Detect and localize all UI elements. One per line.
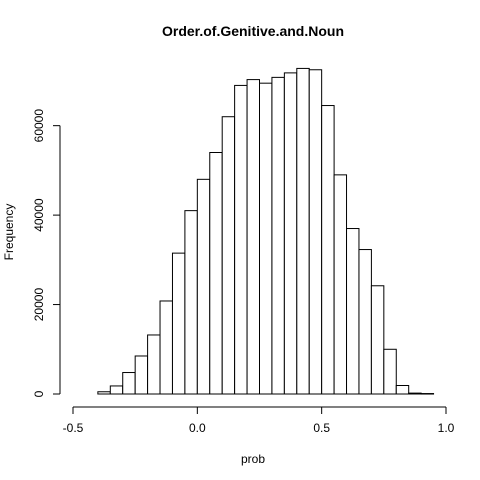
histogram-bar xyxy=(271,76,285,395)
histogram-bar xyxy=(308,69,323,395)
histogram-bar xyxy=(259,82,273,395)
y-tick-label: 60000 xyxy=(32,109,46,143)
histogram-bar xyxy=(358,249,372,395)
histogram-bars xyxy=(97,67,435,395)
x-tick-label: 0.5 xyxy=(313,421,330,435)
histogram-bar xyxy=(383,348,397,395)
x-axis-label: prob xyxy=(241,452,265,466)
histogram-bar xyxy=(109,385,124,395)
histogram-bar xyxy=(209,152,223,395)
y-axis-label: Frequency xyxy=(2,204,16,261)
y-tick-label: 20000 xyxy=(32,288,46,322)
histogram-bar xyxy=(196,178,211,395)
histogram-bar xyxy=(134,355,149,395)
histogram-bar xyxy=(221,116,236,395)
histogram-bar xyxy=(159,300,173,395)
x-axis: -0.5 0.0 0.5 1.0 xyxy=(63,406,455,435)
histogram-bar xyxy=(408,392,422,395)
histogram-bar xyxy=(370,285,385,395)
chart-title: Order.of.Genitive.and.Noun xyxy=(162,23,344,39)
histogram-bar xyxy=(321,105,335,395)
y-tick-label: 40000 xyxy=(32,198,46,232)
histogram-bar xyxy=(147,334,161,395)
histogram-bar xyxy=(122,372,136,395)
y-axis: 0 20000 40000 60000 xyxy=(32,109,61,397)
histogram-bar xyxy=(420,393,435,395)
histogram-bar xyxy=(395,385,410,395)
histogram-bar xyxy=(97,391,111,395)
histogram-bar xyxy=(346,228,360,395)
x-tick-label: -0.5 xyxy=(63,421,84,435)
histogram-bar xyxy=(171,252,186,395)
histogram-bar xyxy=(234,84,248,395)
histogram-bar xyxy=(283,72,298,395)
histogram-bar xyxy=(296,67,310,395)
histogram-bar xyxy=(333,174,348,395)
x-tick-label: 0.0 xyxy=(189,421,206,435)
histogram-bar xyxy=(184,210,198,395)
histogram-bar xyxy=(246,79,261,395)
x-tick-label: 1.0 xyxy=(438,421,455,435)
y-tick-label: 0 xyxy=(32,390,46,397)
